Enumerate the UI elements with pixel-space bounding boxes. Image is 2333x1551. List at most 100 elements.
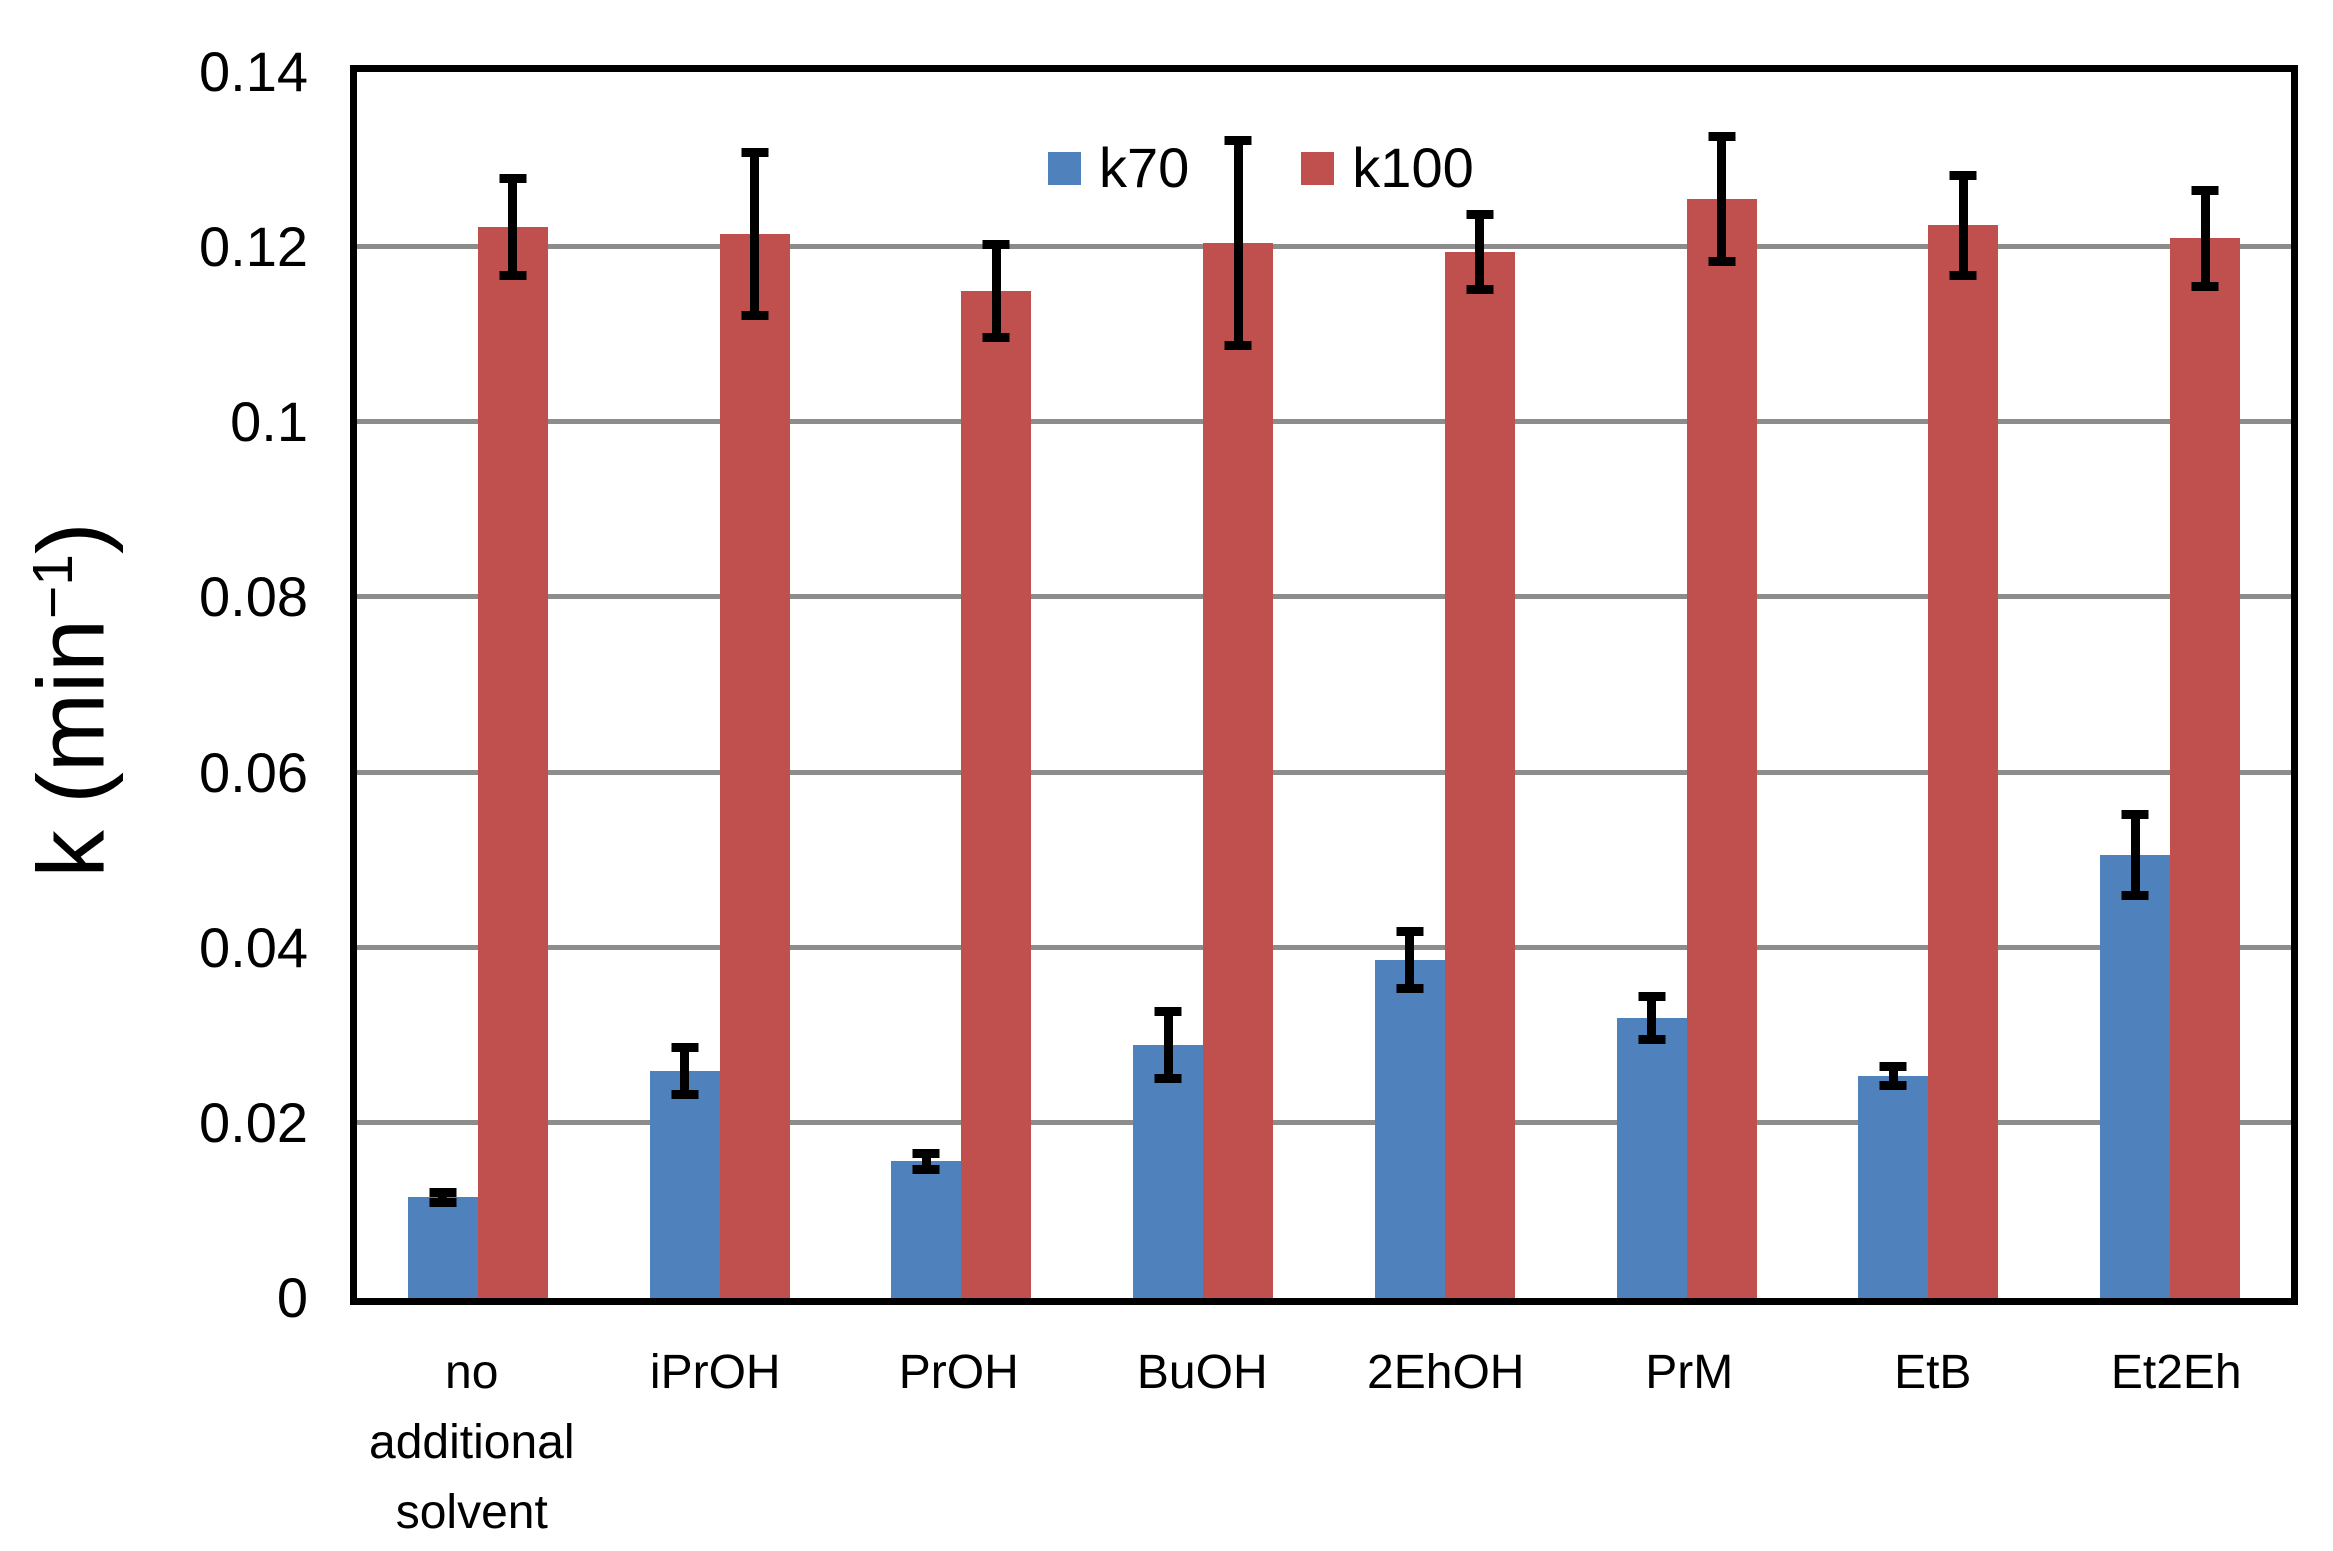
error-bar-line (438, 1187, 448, 1207)
error-bar-cap-top (671, 1043, 699, 1053)
error-bar-k100-BuOH (1224, 135, 1252, 350)
category-group-7 (1808, 72, 2050, 1298)
error-bar-cap-top (1466, 209, 1494, 219)
x-label-3: PrOH (898, 1346, 1019, 1399)
error-bar-k70-PrM (1638, 991, 1666, 1045)
bar-k70-iPrOH (649, 1043, 720, 1298)
bar-k70-no-additional-solvent (407, 1187, 478, 1298)
error-bar-line (2200, 185, 2210, 291)
gridline-0.1 (357, 419, 2291, 425)
error-bar-line (1888, 1061, 1898, 1090)
error-bar-k70-BuOH (1154, 1007, 1182, 1083)
category-group-4 (1082, 72, 1324, 1298)
x-label-7: EtB (1894, 1346, 1972, 1399)
error-bar-cap-bottom (1466, 284, 1494, 294)
legend-item-k100: k100 (1301, 136, 1474, 199)
error-bar-line (2130, 810, 2140, 900)
error-bar-k70-no-additional-solvent (429, 1187, 457, 1207)
legend-label-k70: k70 (1099, 136, 1190, 199)
error-bar-cap-bottom (1224, 340, 1252, 350)
error-bar-k70-iPrOH (671, 1043, 699, 1100)
error-bar-cap-top (982, 240, 1010, 250)
error-bar-line (1475, 209, 1485, 294)
category-group-3 (841, 72, 1083, 1298)
bar-k100-2EhOH (1444, 209, 1515, 1298)
bar-k100-iPrOH (719, 148, 790, 1298)
y-tick-label-0.04: 0.04 (199, 915, 308, 979)
error-bar-cap-top (741, 148, 769, 158)
error-bar-cap-top (912, 1149, 940, 1159)
error-bar-cap-bottom (1949, 270, 1977, 280)
error-bar-line (1163, 1007, 1173, 1083)
bar-k100-Et2Eh (2170, 185, 2241, 1298)
category-group-6 (1566, 72, 1808, 1298)
error-bar-k70-PrOH (912, 1149, 940, 1174)
x-label-1: no additional solvent (369, 1346, 575, 1539)
error-bar-cap-bottom (2191, 281, 2219, 291)
error-bar-k70-2EhOH (1396, 926, 1424, 994)
error-bar-cap-bottom (1708, 256, 1736, 266)
error-bar-line (750, 148, 760, 320)
gridline-0.02 (357, 1119, 2291, 1125)
bars-layer (357, 72, 2291, 1298)
error-bar-cap-top (2121, 810, 2149, 820)
x-label-2: iPrOH (649, 1346, 781, 1399)
bar-k70-PrOH (891, 1149, 962, 1298)
bar-k100-BuOH (1203, 135, 1274, 1298)
error-bar-line (991, 240, 1001, 342)
error-bar-line (1647, 991, 1657, 1045)
error-bar-k100-Et2Eh (2191, 185, 2219, 291)
gridline-0.06 (357, 769, 2291, 775)
error-bar-cap-top (1949, 170, 1977, 180)
error-bar-cap-bottom (499, 271, 527, 281)
error-bar-k100-no-additional-solvent (499, 173, 527, 281)
error-bar-cap-bottom (1638, 1035, 1666, 1045)
error-bar-line (1717, 132, 1727, 266)
error-bar-cap-bottom (2121, 890, 2149, 900)
bar-k70-PrM (1616, 991, 1687, 1298)
legend-swatch-k70 (1048, 151, 1081, 185)
bar-k70-BuOH (1133, 1007, 1204, 1298)
error-bar-line (1958, 170, 1968, 280)
x-label-5: 2EhOH (1367, 1346, 1525, 1399)
error-bar-cap-top (1879, 1061, 1907, 1071)
error-bar-cap-bottom (741, 310, 769, 320)
error-bar-cap-top (2191, 185, 2219, 195)
error-bar-cap-bottom (429, 1197, 457, 1207)
legend-swatch-k100 (1301, 151, 1335, 185)
error-bar-line (921, 1149, 931, 1174)
y-tick-label-0.12: 0.12 (199, 215, 308, 279)
x-label-4: BuOH (1136, 1346, 1268, 1399)
category-group-1 (357, 72, 599, 1298)
bar-k100-PrM (1686, 132, 1757, 1298)
y-tick-label-0: 0 (276, 1266, 308, 1329)
error-bar-cap-bottom (1879, 1080, 1907, 1090)
error-bar-k100-PrOH (982, 240, 1010, 342)
error-bar-cap-top (1708, 132, 1736, 142)
bar-k100-EtB (1928, 170, 1999, 1298)
error-bar-cap-bottom (1154, 1073, 1182, 1083)
error-bar-cap-bottom (671, 1090, 699, 1100)
bar-k70-EtB (1858, 1061, 1929, 1298)
category-group-5 (1324, 72, 1566, 1298)
y-tick-label-0.1: 0.1 (230, 390, 308, 454)
bar-k100-PrOH (961, 240, 1032, 1298)
error-bar-cap-top (1154, 1007, 1182, 1017)
error-bar-k70-Et2Eh (2121, 810, 2149, 900)
error-bar-cap-top (1638, 991, 1666, 1001)
y-axis-title-close: ) (18, 522, 125, 555)
legend-label-k100: k100 (1352, 136, 1474, 199)
error-bar-cap-bottom (912, 1164, 940, 1174)
error-bar-k70-EtB (1879, 1061, 1907, 1090)
error-bar-cap-top (1224, 135, 1252, 145)
y-tick-label-0.02: 0.02 (199, 1090, 308, 1154)
bar-k70-2EhOH (1374, 926, 1445, 1298)
y-tick-label-0.08: 0.08 (199, 565, 308, 629)
bar-k70-Et2Eh (2100, 810, 2171, 1298)
error-bar-k100-iPrOH (741, 148, 769, 320)
error-bar-cap-top (1396, 926, 1424, 936)
plot-area (350, 65, 2298, 1305)
gridline-0.12 (357, 244, 2291, 250)
y-tick-label-0.14: 0.14 (199, 40, 308, 103)
legend: k70 k100 (1048, 140, 1474, 196)
